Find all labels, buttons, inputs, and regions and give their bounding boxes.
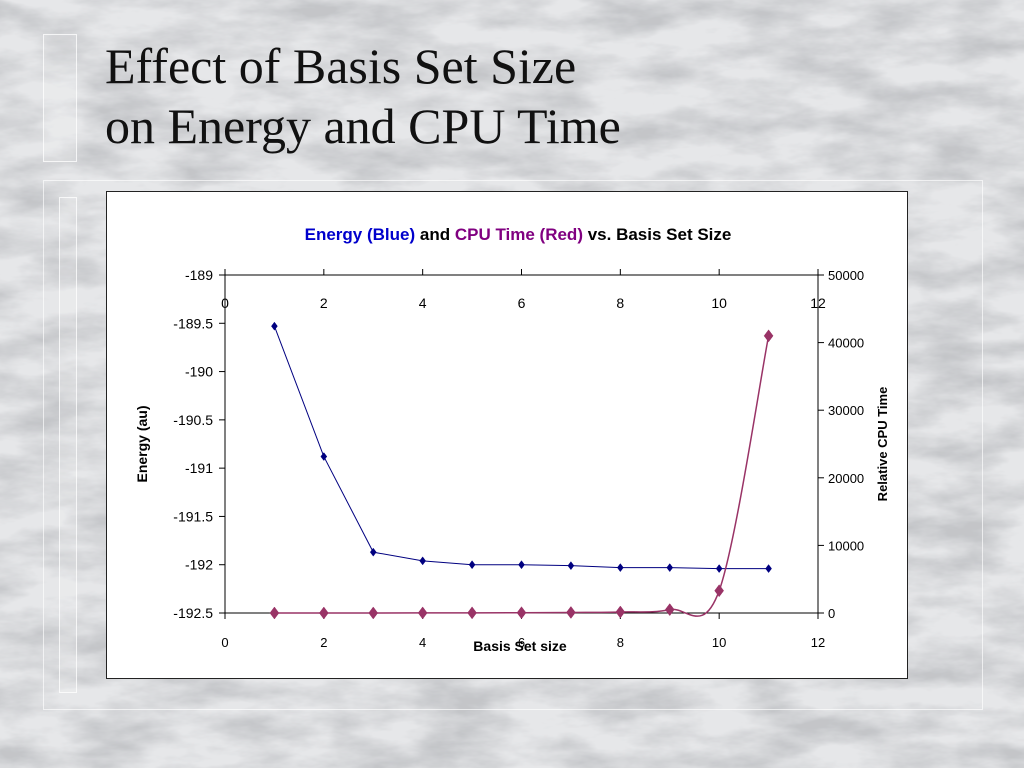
x-tick-label-bottom: 8 (617, 635, 624, 650)
y2-tick-label: 20000 (828, 471, 864, 486)
chart-title-part-and: and (415, 225, 455, 244)
energy-point (567, 561, 575, 571)
y2-tick-label: 10000 (828, 538, 864, 553)
cpu-time-point (269, 606, 280, 620)
chart-series (269, 321, 774, 620)
x-tick-label-top: 6 (518, 295, 526, 311)
energy-point (468, 560, 476, 570)
y-tick-label: -190 (185, 364, 213, 380)
energy-point (715, 564, 723, 573)
y-tick-label: -190.5 (173, 412, 213, 428)
energy-point (320, 452, 328, 461)
cpu-time-point (615, 605, 626, 619)
cpu-time-line (274, 335, 770, 617)
energy-point (617, 563, 624, 573)
x-tick-label-top: 0 (221, 295, 229, 311)
slide-title: Effect of Basis Set Size on Energy and C… (105, 36, 621, 156)
y-tick-label: -191 (185, 460, 213, 476)
chart-axes: -189 -189.5 -190 -190.5 -191 -191.5 -192 -192.5… (173, 267, 864, 650)
x-tick-label-bottom: 2 (320, 635, 327, 650)
y-tick-label: -192 (185, 557, 213, 573)
x-tick-label-top: 10 (711, 295, 727, 311)
y-tick-label: -191.5 (173, 508, 213, 524)
x-tick-label-bottom: 12 (811, 635, 825, 650)
cpu-time-point (714, 584, 724, 598)
y-tick-label: -189 (185, 267, 213, 283)
decorative-frame (43, 180, 983, 710)
decorative-bar-top (43, 34, 77, 162)
x-tick-label-bottom: 0 (221, 635, 228, 650)
energy-point (666, 563, 674, 573)
cpu-time-point (763, 329, 774, 343)
chart-title-part-cpu: CPU Time (Red) (455, 225, 583, 244)
cpu-time-point (319, 606, 329, 620)
energy-point (765, 564, 772, 573)
cpu-time-point (417, 606, 428, 620)
energy-point (518, 560, 525, 570)
y2-tick-label: 40000 (828, 336, 864, 351)
x-tick-label-top: 2 (320, 295, 328, 311)
cpu-time-point (368, 606, 379, 620)
chart-title-part-rest: vs. Basis Set Size (583, 225, 731, 244)
y-tick-label: -192.5 (173, 605, 213, 621)
chart-title-part-energy: Energy (Blue) (305, 225, 416, 244)
energy-point (271, 321, 278, 331)
cpu-time-point (516, 606, 527, 620)
x-tick-label-bottom: 10 (712, 635, 726, 650)
cpu-time-point (467, 606, 477, 620)
x-axis-label: Basis Set size (473, 638, 567, 654)
chart-container: Energy (Blue) and CPU Time (Red) vs. Bas… (106, 191, 908, 679)
slide-title-line-2: on Energy and CPU Time (105, 98, 621, 154)
x-tick-label-bottom: 6 (518, 635, 525, 650)
energy-point (419, 556, 426, 566)
slide-title-line-1: Effect of Basis Set Size (105, 38, 577, 94)
y-axis-label: Energy (au) (134, 405, 150, 482)
energy-point (369, 547, 377, 557)
chart-title: Energy (Blue) and CPU Time (Red) vs. Bas… (305, 225, 732, 244)
energy-line (273, 326, 769, 570)
y2-tick-label: 30000 (828, 403, 864, 418)
x-tick-label-top: 8 (616, 295, 624, 311)
y2-axis-label: Relative CPU Time (875, 387, 890, 502)
cpu-time-point (566, 606, 576, 619)
x-tick-label-bottom: 4 (419, 635, 426, 650)
x-tick-label-top: 12 (810, 295, 826, 311)
y2-tick-label: 50000 (828, 268, 864, 283)
decorative-bar-side (59, 197, 77, 693)
y-tick-label: -189.5 (173, 315, 213, 331)
x-tick-label-top: 4 (419, 295, 427, 311)
chart-svg: Energy (Blue) and CPU Time (Red) vs. Bas… (134, 225, 890, 654)
y2-tick-label: 0 (828, 606, 835, 621)
cpu-time-point (664, 603, 675, 617)
